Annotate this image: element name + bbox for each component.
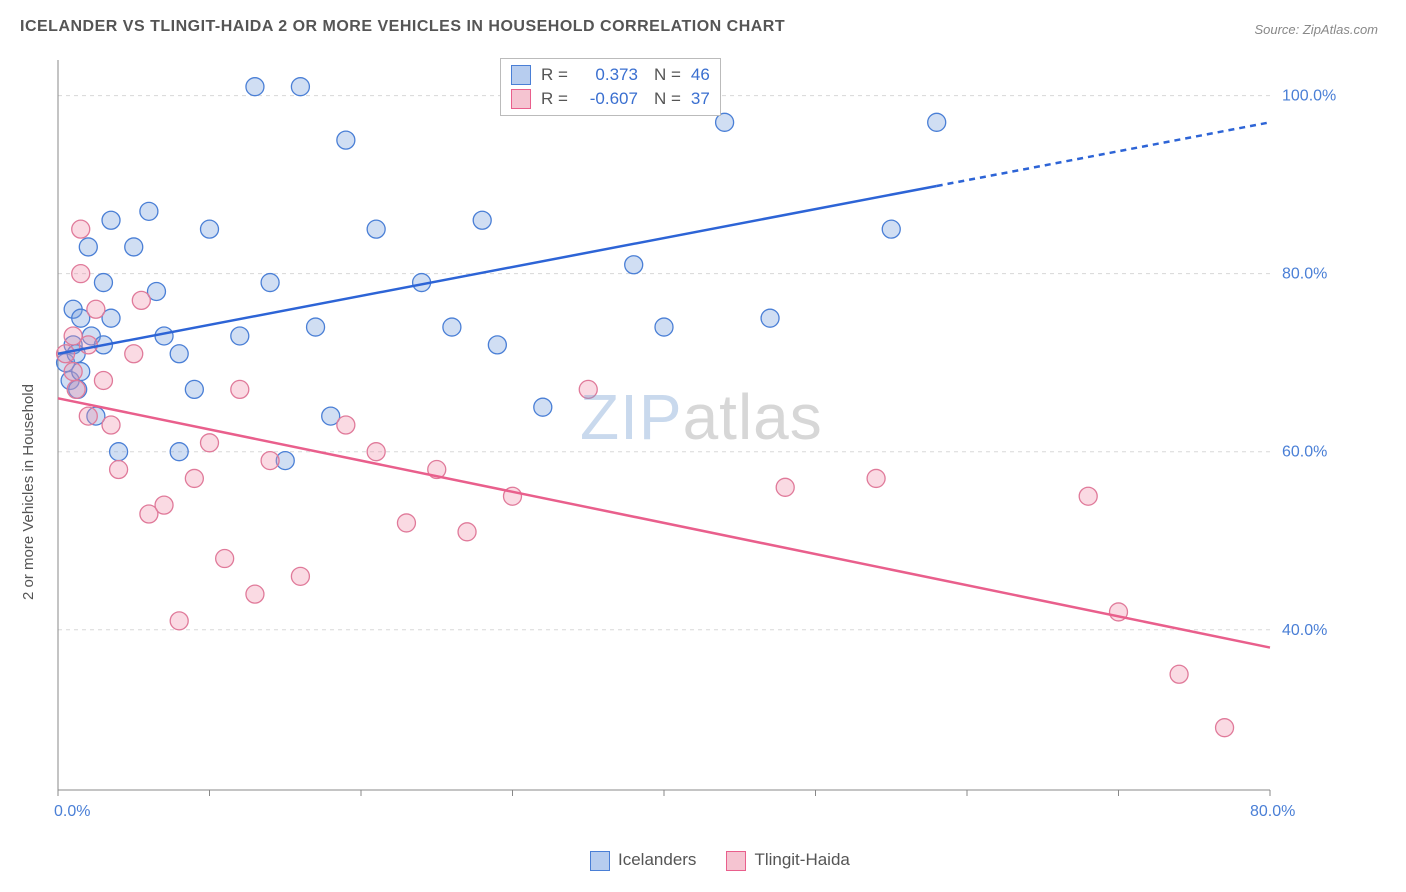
legend-swatch-icon	[511, 89, 531, 109]
svg-text:80.0%: 80.0%	[1250, 803, 1295, 820]
chart-title: ICELANDER VS TLINGIT-HAIDA 2 OR MORE VEH…	[20, 18, 785, 36]
correlation-legend: R =0.373N =46R =-0.607N =37	[500, 58, 721, 116]
legend-swatch-icon	[590, 851, 610, 871]
legend-item-icelanders: Icelanders	[590, 850, 696, 871]
svg-text:40.0%: 40.0%	[1282, 622, 1327, 639]
legend-swatch-icon	[511, 65, 531, 85]
series-legend: Icelanders Tlingit-Haida	[590, 850, 850, 871]
legend-item-tlingit: Tlingit-Haida	[726, 850, 849, 871]
legend-corr-row-tlingit: R =-0.607N =37	[511, 87, 710, 111]
legend-corr-row-icelanders: R =0.373N =46	[511, 63, 710, 87]
y-axis-label: 2 or more Vehicles in Household	[20, 384, 37, 600]
correlation-scatter-plot: 40.0% 60.0% 80.0% 100.0% 0.0% 80.0%	[50, 50, 1360, 830]
legend-swatch-icon	[726, 851, 746, 871]
svg-text:0.0%: 0.0%	[54, 803, 90, 820]
svg-text:60.0%: 60.0%	[1282, 444, 1327, 461]
svg-text:100.0%: 100.0%	[1282, 88, 1336, 105]
svg-text:80.0%: 80.0%	[1282, 266, 1327, 283]
source-label: Source: ZipAtlas.com	[1254, 22, 1378, 37]
